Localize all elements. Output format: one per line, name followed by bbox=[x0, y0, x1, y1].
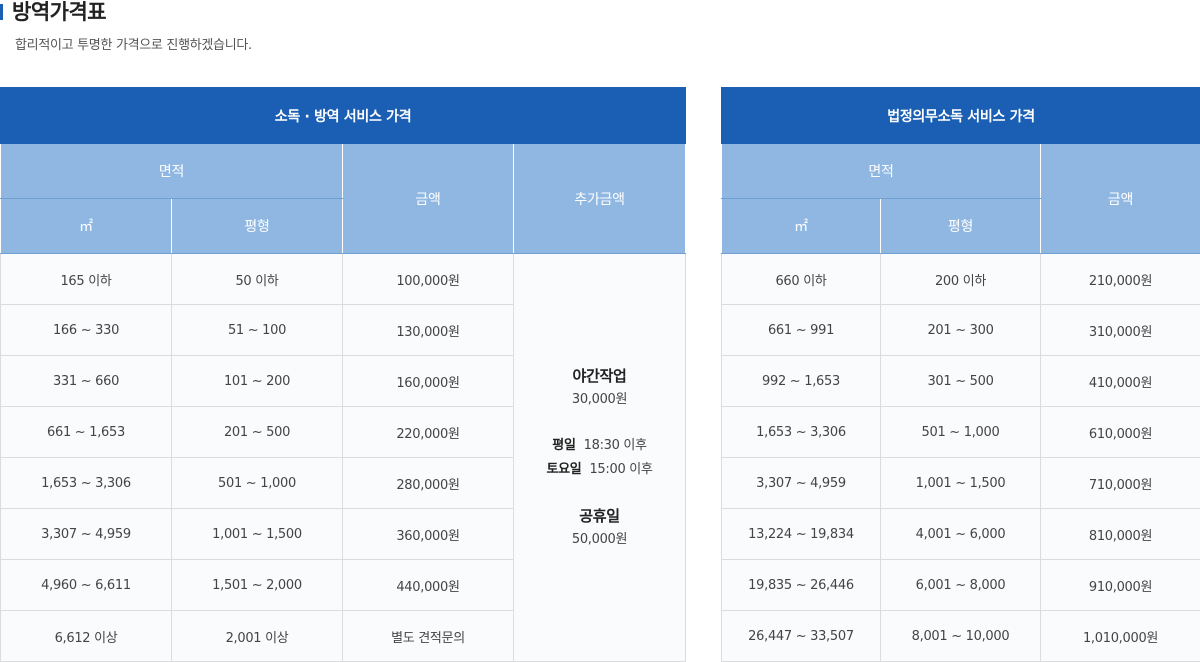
price-cell: 710,000원 bbox=[1039, 457, 1200, 509]
table-row: 661 ~ 991 201 ~ 300 310,000원 bbox=[721, 304, 1200, 356]
m2-cell: 26,447 ~ 33,507 bbox=[721, 610, 881, 662]
m2-cell: 6,612 이상 bbox=[0, 610, 172, 662]
saturday-time: 15:00 이후 bbox=[589, 461, 653, 477]
weekday-time: 18:30 이후 bbox=[583, 437, 647, 453]
price-header: 금액 bbox=[1039, 143, 1200, 254]
pyeong-cell: 501 ~ 1,000 bbox=[171, 457, 343, 509]
m2-cell: 661 ~ 1,653 bbox=[0, 406, 172, 458]
m2-cell: 166 ~ 330 bbox=[0, 304, 172, 356]
m2-cell: 13,224 ~ 19,834 bbox=[721, 508, 881, 560]
m2-cell: 660 이하 bbox=[721, 253, 881, 305]
extra-price-header: 추가금액 bbox=[512, 143, 687, 254]
page-subtitle: 합리적이고 투명한 가격으로 진행하겠습니다. bbox=[15, 38, 252, 53]
table-row: 13,224 ~ 19,834 4,001 ~ 6,000 810,000원 bbox=[721, 508, 1200, 560]
table-row: 331 ~ 660 101 ~ 200 160,000원 bbox=[0, 355, 686, 407]
price-cell: 100,000원 bbox=[342, 253, 514, 305]
table-body: 165 이하 50 이하 100,000원 야간작업 30,000원 평일 18:… bbox=[0, 253, 687, 662]
title-accent-bar bbox=[0, 4, 3, 20]
price-cell: 360,000원 bbox=[342, 508, 514, 560]
pyeong-cell: 2,001 이상 bbox=[171, 610, 343, 662]
page-title: 방역가격표 bbox=[12, 0, 107, 24]
table-row: 992 ~ 1,653 301 ~ 500 410,000원 bbox=[721, 355, 1200, 407]
m2-cell: 4,960 ~ 6,611 bbox=[0, 559, 172, 611]
m2-header: ㎡ bbox=[721, 198, 881, 254]
m2-cell: 331 ~ 660 bbox=[0, 355, 172, 407]
saturday-label: 토요일 bbox=[546, 461, 582, 477]
disinfection-price-table: 소독 · 방역 서비스 가격 면적 금액 추가금액 ㎡ 평형 165 이하 50… bbox=[0, 87, 687, 662]
pyeong-cell: 201 ~ 500 bbox=[171, 406, 343, 458]
pyeong-cell: 8,001 ~ 10,000 bbox=[880, 610, 1041, 662]
weekday-line: 평일 18:30 이후 bbox=[514, 434, 685, 458]
pyeong-cell: 501 ~ 1,000 bbox=[880, 406, 1041, 458]
table-row: 661 ~ 1,653 201 ~ 500 220,000원 bbox=[0, 406, 686, 458]
m2-cell: 165 이하 bbox=[0, 253, 172, 305]
saturday-line: 토요일 15:00 이후 bbox=[514, 458, 685, 482]
table-row: 3,307 ~ 4,959 1,001 ~ 1,500 360,000원 bbox=[0, 508, 686, 560]
table-row: 166 ~ 330 51 ~ 100 130,000원 bbox=[0, 304, 686, 356]
pyeong-cell: 51 ~ 100 bbox=[171, 304, 343, 356]
table-row: 4,960 ~ 6,611 1,501 ~ 2,000 440,000원 bbox=[0, 559, 686, 611]
table-row: 660 이하 200 이하 210,000원 bbox=[721, 253, 1200, 305]
price-cell: 280,000원 bbox=[342, 457, 514, 509]
m2-cell: 19,835 ~ 26,446 bbox=[721, 559, 881, 611]
weekday-label: 평일 bbox=[552, 437, 576, 453]
m2-cell: 661 ~ 991 bbox=[721, 304, 881, 356]
night-work-price: 30,000원 bbox=[571, 391, 628, 407]
pyeong-cell: 50 이하 bbox=[171, 253, 343, 305]
table-body: 660 이하 200 이하 210,000원 661 ~ 991 201 ~ 3… bbox=[721, 253, 1200, 662]
pyeong-cell: 101 ~ 200 bbox=[171, 355, 343, 407]
holiday-price: 50,000원 bbox=[571, 531, 628, 547]
price-cell: 810,000원 bbox=[1039, 508, 1200, 560]
table-row: 1,653 ~ 3,306 501 ~ 1,000 610,000원 bbox=[721, 406, 1200, 458]
price-cell: 440,000원 bbox=[342, 559, 514, 611]
table-row: 19,835 ~ 26,446 6,001 ~ 8,000 910,000원 bbox=[721, 559, 1200, 611]
area-header: 면적 bbox=[0, 143, 343, 199]
pyeong-cell: 1,001 ~ 1,500 bbox=[171, 508, 343, 560]
table-row: 3,307 ~ 4,959 1,001 ~ 1,500 710,000원 bbox=[721, 457, 1200, 509]
pyeong-cell: 301 ~ 500 bbox=[880, 355, 1041, 407]
table-row: 165 이하 50 이하 100,000원 야간작업 30,000원 평일 18:… bbox=[0, 253, 687, 662]
price-cell: 410,000원 bbox=[1039, 355, 1200, 407]
m2-cell: 992 ~ 1,653 bbox=[721, 355, 881, 407]
legal-disinfection-price-table: 법정의무소독 서비스 가격 면적 금액 ㎡ 평형 660 이하 200 이하 2… bbox=[720, 87, 1200, 662]
table-row: 1,653 ~ 3,306 501 ~ 1,000 280,000원 bbox=[0, 457, 686, 509]
pyeong-cell: 6,001 ~ 8,000 bbox=[880, 559, 1041, 611]
table-caption: 소독 · 방역 서비스 가격 bbox=[0, 87, 687, 144]
pyeong-cell: 201 ~ 300 bbox=[880, 304, 1041, 356]
price-cell: 610,000원 bbox=[1039, 406, 1200, 458]
pyeong-cell: 1,001 ~ 1,500 bbox=[880, 457, 1041, 509]
pyeong-cell: 4,001 ~ 6,000 bbox=[880, 508, 1041, 560]
m2-cell: 3,307 ~ 4,959 bbox=[0, 508, 172, 560]
price-header: 금액 bbox=[342, 143, 514, 254]
pyeong-header: 평형 bbox=[171, 198, 343, 254]
price-cell: 210,000원 bbox=[1039, 253, 1200, 305]
table-caption: 법정의무소독 서비스 가격 bbox=[720, 87, 1200, 144]
price-cell: 1,010,000원 bbox=[1039, 610, 1200, 662]
table-row: 6,612 이상 2,001 이상 별도 견적문의 bbox=[0, 610, 686, 662]
price-cell: 130,000원 bbox=[342, 304, 514, 356]
price-cell: 220,000원 bbox=[342, 406, 514, 458]
m2-cell: 3,307 ~ 4,959 bbox=[721, 457, 881, 509]
pyeong-cell: 200 이하 bbox=[880, 253, 1041, 305]
m2-cell: 1,653 ~ 3,306 bbox=[0, 457, 172, 509]
table-row: 26,447 ~ 33,507 8,001 ~ 10,000 1,010,000… bbox=[721, 610, 1200, 662]
pyeong-cell: 1,501 ~ 2,000 bbox=[171, 559, 343, 611]
price-cell: 별도 견적문의 bbox=[342, 610, 514, 662]
price-cell: 310,000원 bbox=[1039, 304, 1200, 356]
m2-header: ㎡ bbox=[0, 198, 172, 254]
price-cell: 160,000원 bbox=[342, 355, 514, 407]
night-work-title: 야간작업 bbox=[572, 366, 627, 385]
pyeong-header: 평형 bbox=[880, 198, 1041, 254]
extra-price-cell: 야간작업 30,000원 평일 18:30 이후 토요일 15:00 이후 공휴일 … bbox=[512, 253, 687, 662]
price-cell: 910,000원 bbox=[1039, 559, 1200, 611]
holiday-title: 공휴일 bbox=[579, 506, 620, 525]
m2-cell: 1,653 ~ 3,306 bbox=[721, 406, 881, 458]
area-header: 면적 bbox=[721, 143, 1041, 199]
